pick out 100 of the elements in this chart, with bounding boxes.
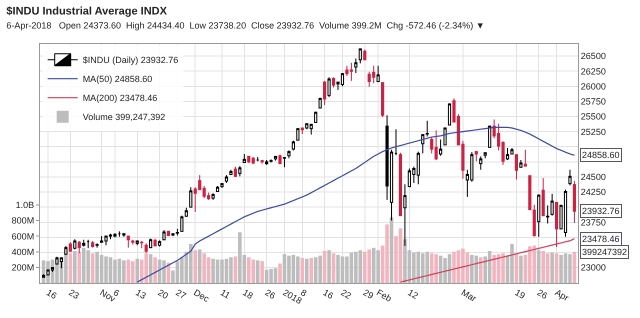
bar [193, 250, 198, 283]
candlestick [358, 48, 362, 64]
y2-tick-label: 24250 [580, 187, 606, 198]
candlestick [340, 72, 344, 87]
bar [126, 260, 130, 283]
text: 24858.60 [582, 150, 620, 160]
candlestick [514, 154, 518, 180]
candlestick [149, 238, 152, 249]
y-tick-label: 200M [12, 262, 34, 273]
x-tick-label: 20 [156, 287, 170, 301]
candlestick [537, 194, 540, 238]
candlestick [176, 228, 179, 236]
x-tick-label: 8 [299, 287, 308, 298]
x-tick-label: Apr [553, 287, 570, 303]
bar [162, 260, 166, 283]
candlestick [398, 152, 402, 216]
bar [90, 253, 94, 283]
candlestick [568, 169, 572, 186]
x-tick-label: 26 [263, 287, 278, 301]
bar [309, 258, 314, 283]
bar [425, 252, 429, 283]
x-tick-label: Mar [460, 287, 478, 304]
x-tick-label: Feb [374, 287, 394, 304]
x-tick-label: 23 [67, 287, 81, 301]
candlestick [554, 202, 558, 248]
x-tick-label: 18 [241, 287, 255, 301]
candlestick [86, 239, 90, 249]
bar [434, 254, 438, 283]
bar [478, 257, 483, 283]
candlestick [345, 65, 349, 77]
y2-tick-label: 26000 [580, 81, 606, 92]
candlestick [572, 180, 576, 224]
candlestick [100, 236, 104, 244]
candlestick [439, 138, 442, 156]
bar [77, 252, 82, 283]
candlestick [73, 238, 76, 250]
candlestick [113, 232, 117, 238]
candlestick [479, 156, 482, 170]
bar [68, 253, 72, 283]
candlestick [224, 174, 228, 184]
bar [206, 257, 210, 283]
candlestick [140, 240, 144, 249]
x-tick-label: 29 [362, 287, 376, 301]
bar [256, 260, 260, 283]
bar [318, 256, 322, 283]
bar [234, 256, 238, 283]
candlestick [376, 65, 380, 83]
candlestick [158, 240, 162, 247]
bar [514, 253, 518, 283]
line-series [400, 238, 576, 283]
bar [198, 249, 202, 283]
line-series [136, 126, 576, 283]
x-tick-label: 19 [513, 287, 527, 301]
legend-label: MA(200) 23478.46 [82, 93, 158, 104]
bar [238, 232, 242, 283]
legend-label: Volume 399,247,392 [82, 112, 166, 122]
bar [403, 239, 407, 283]
candlestick [274, 156, 278, 162]
candlestick [265, 160, 268, 166]
bar [470, 254, 474, 283]
bar [166, 262, 170, 283]
x-tick-label: 11 [218, 287, 232, 301]
candlestick [68, 242, 72, 252]
bar [246, 257, 251, 283]
candlestick [126, 236, 130, 248]
candlestick [394, 128, 398, 156]
bar [519, 256, 523, 283]
bar [282, 254, 286, 283]
bar [274, 268, 278, 283]
candlestick [216, 186, 220, 193]
bar [260, 261, 264, 283]
candlestick [550, 193, 554, 216]
bar [73, 250, 77, 283]
legend-label: $INDU (Daily) 23932.76 [82, 55, 178, 66]
text: 23478.46 [582, 234, 620, 244]
y2-tick-label: 26250 [580, 66, 606, 76]
bar [546, 253, 550, 283]
candlestick [42, 274, 46, 278]
x-tick-label: Dec [192, 287, 212, 304]
bar [452, 252, 456, 283]
candlestick [363, 48, 366, 61]
candlestick [484, 152, 487, 159]
candlestick [318, 97, 322, 109]
candlestick [162, 230, 166, 241]
text: 23932.76 [582, 206, 620, 216]
bar [135, 258, 140, 283]
y2-tick-label: 23750 [580, 217, 606, 228]
bar [278, 263, 282, 283]
bar [362, 252, 367, 283]
candlestick [524, 149, 527, 168]
x-tick-label: 22 [339, 287, 353, 301]
candlestick [314, 111, 318, 124]
y-tick-label: 800M [12, 216, 34, 226]
chart-title: $INDU Industrial Average INDX [6, 5, 168, 18]
candlestick [332, 76, 336, 88]
bar [390, 217, 394, 283]
candlestick [350, 62, 353, 82]
x-tick-label: 16 [44, 287, 58, 301]
bar [554, 253, 558, 283]
bar [322, 250, 326, 283]
